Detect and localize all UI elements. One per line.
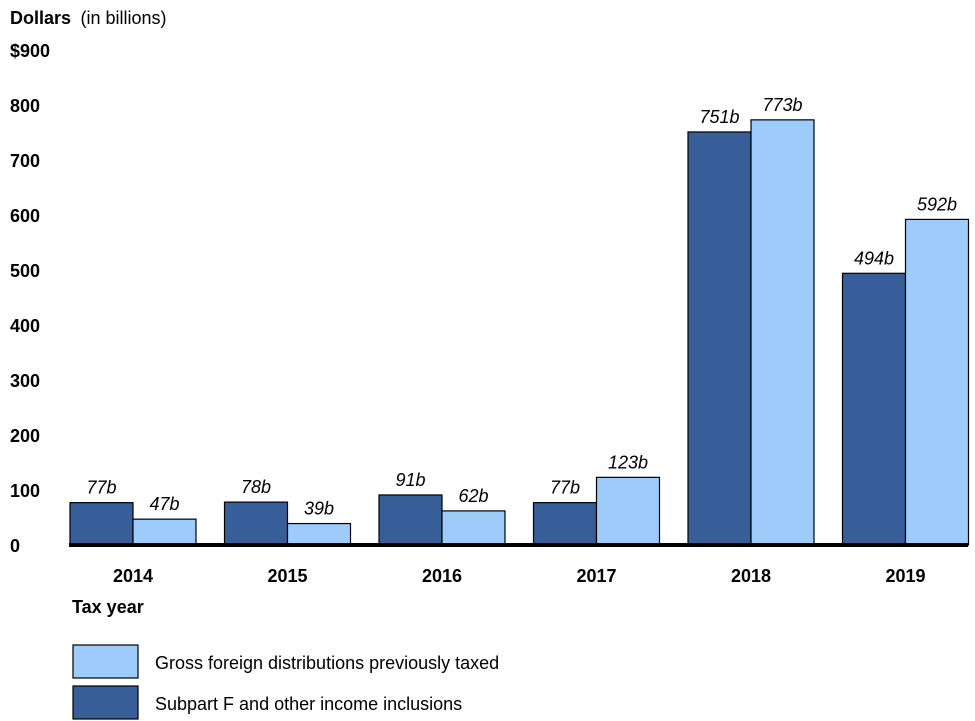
bar-2015-series-1 bbox=[286, 522, 352, 546]
y-tick-label: 500 bbox=[10, 261, 40, 281]
bar-2019-series-0 bbox=[841, 272, 907, 546]
data-label: 39b bbox=[304, 499, 334, 519]
y-tick-label: 600 bbox=[10, 206, 40, 226]
data-label: 78b bbox=[241, 477, 271, 497]
y-tick-label: 200 bbox=[10, 426, 40, 446]
data-label: 494b bbox=[854, 248, 894, 268]
x-category-label: 2016 bbox=[422, 566, 462, 586]
legend-swatch bbox=[72, 685, 139, 720]
y-axis-title-unit: (in billions) bbox=[80, 8, 166, 28]
legend-swatch bbox=[72, 644, 139, 679]
y-tick-label: 800 bbox=[10, 96, 40, 116]
data-label: 773b bbox=[762, 95, 802, 115]
data-labels: 77b 47b 78b 39b 91b 62b 77b 123b 751b 773b 494b 592… bbox=[86, 95, 957, 519]
bar-2017-series-1 bbox=[595, 476, 661, 546]
x-category-label: 2019 bbox=[885, 566, 925, 586]
data-label: 77b bbox=[86, 478, 116, 498]
bar-2018-series-1 bbox=[750, 119, 815, 546]
y-tick-label: 100 bbox=[10, 481, 40, 501]
data-label: 123b bbox=[608, 452, 648, 472]
y-axis-ticks: $900 800 700 600 500 400 300 200 100 0 bbox=[10, 41, 50, 556]
y-tick-label: 400 bbox=[10, 316, 40, 336]
y-tick-label: 300 bbox=[10, 371, 40, 391]
y-tick-label: 700 bbox=[10, 151, 40, 171]
y-tick-label: 0 bbox=[10, 536, 20, 556]
x-axis-title: Tax year bbox=[72, 597, 144, 617]
legend-label: Gross foreign distributions previously t… bbox=[155, 653, 499, 673]
bar-2016-series-0 bbox=[378, 494, 443, 546]
y-tick-label: $900 bbox=[10, 41, 50, 61]
bar-2017-series-0 bbox=[532, 502, 598, 546]
data-label: 62b bbox=[458, 486, 488, 506]
bar-2014-series-0 bbox=[69, 502, 134, 546]
y-axis-title-main: Dollars bbox=[10, 8, 71, 28]
bar-2015-series-0 bbox=[223, 501, 289, 546]
x-category-label: 2017 bbox=[576, 566, 616, 586]
x-category-label: 2014 bbox=[113, 566, 153, 586]
bar-2018-series-0 bbox=[687, 131, 752, 546]
x-category-label: 2015 bbox=[267, 566, 307, 586]
bar-2019-series-1 bbox=[904, 218, 970, 546]
y-axis-title: Dollars (in billions) bbox=[10, 8, 167, 28]
legend: Gross foreign distributions previously t… bbox=[72, 644, 499, 720]
x-category-label: 2018 bbox=[731, 566, 771, 586]
bars bbox=[69, 119, 970, 546]
bar-2016-series-1 bbox=[441, 510, 506, 546]
data-label: 77b bbox=[550, 478, 580, 498]
data-label: 592b bbox=[917, 194, 957, 214]
legend-label: Subpart F and other income inclusions bbox=[155, 694, 462, 714]
bar-2014-series-1 bbox=[132, 518, 197, 546]
x-axis-categories: 2014 2015 2016 2017 2018 2019 bbox=[113, 566, 926, 586]
data-label: 91b bbox=[395, 470, 425, 490]
data-label: 751b bbox=[699, 107, 739, 127]
data-label: 47b bbox=[149, 494, 179, 514]
